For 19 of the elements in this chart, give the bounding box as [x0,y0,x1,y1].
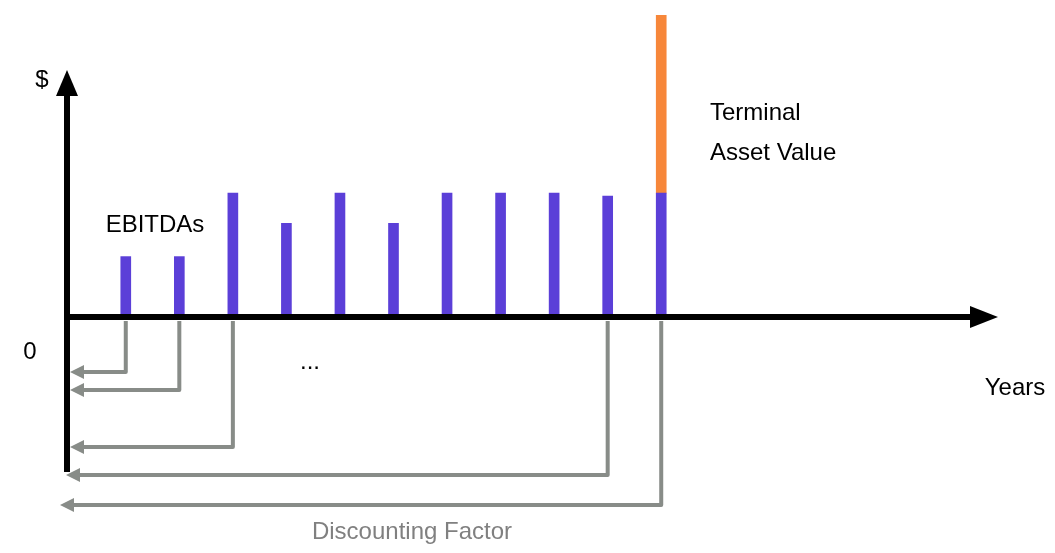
bar [495,192,506,317]
bar [602,195,614,317]
bar [441,192,453,317]
text: Terminal Asset Value [710,97,837,165]
bar [120,256,132,317]
text: ... [299,346,321,374]
text: 0 [23,336,37,364]
bar [655,192,667,317]
text: Years [984,372,1046,400]
annotation: EBITDAs [105,209,205,237]
text: Discounting Factor [311,516,513,544]
bar [388,223,399,317]
text: $ [35,64,49,92]
bar [227,192,239,317]
bar [281,223,292,317]
bar [173,256,185,317]
bar [334,192,346,317]
bar [655,15,667,194]
bar [548,192,560,317]
